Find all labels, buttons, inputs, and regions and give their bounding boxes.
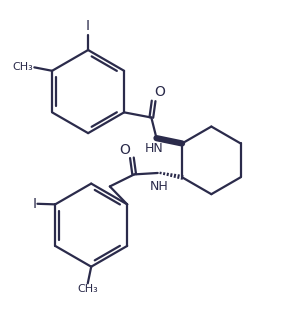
Text: O: O xyxy=(120,143,130,157)
Text: NH: NH xyxy=(150,180,168,193)
Text: O: O xyxy=(154,85,165,100)
Text: I: I xyxy=(86,20,90,33)
Text: CH₃: CH₃ xyxy=(12,62,33,72)
Text: I: I xyxy=(32,197,36,211)
Text: CH₃: CH₃ xyxy=(77,284,98,295)
Text: HN: HN xyxy=(145,142,164,155)
